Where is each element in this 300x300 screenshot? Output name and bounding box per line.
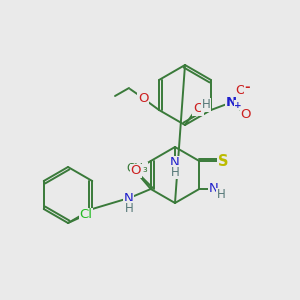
Text: -: - — [244, 80, 250, 94]
Text: Cl: Cl — [80, 208, 92, 221]
Text: H: H — [171, 166, 179, 178]
Text: N: N — [170, 157, 180, 169]
Text: N: N — [124, 193, 134, 206]
Text: H: H — [217, 188, 226, 202]
Text: O: O — [236, 83, 246, 97]
Text: +: + — [234, 100, 242, 109]
Text: N: N — [208, 182, 218, 196]
Text: O: O — [138, 92, 148, 104]
Text: H: H — [124, 202, 133, 214]
Text: CH₃: CH₃ — [126, 163, 148, 176]
Text: O: O — [130, 164, 141, 178]
Text: H: H — [202, 98, 210, 112]
Text: N: N — [225, 95, 236, 109]
Text: O: O — [193, 103, 203, 116]
Text: O: O — [241, 109, 251, 122]
Text: S: S — [218, 154, 229, 169]
